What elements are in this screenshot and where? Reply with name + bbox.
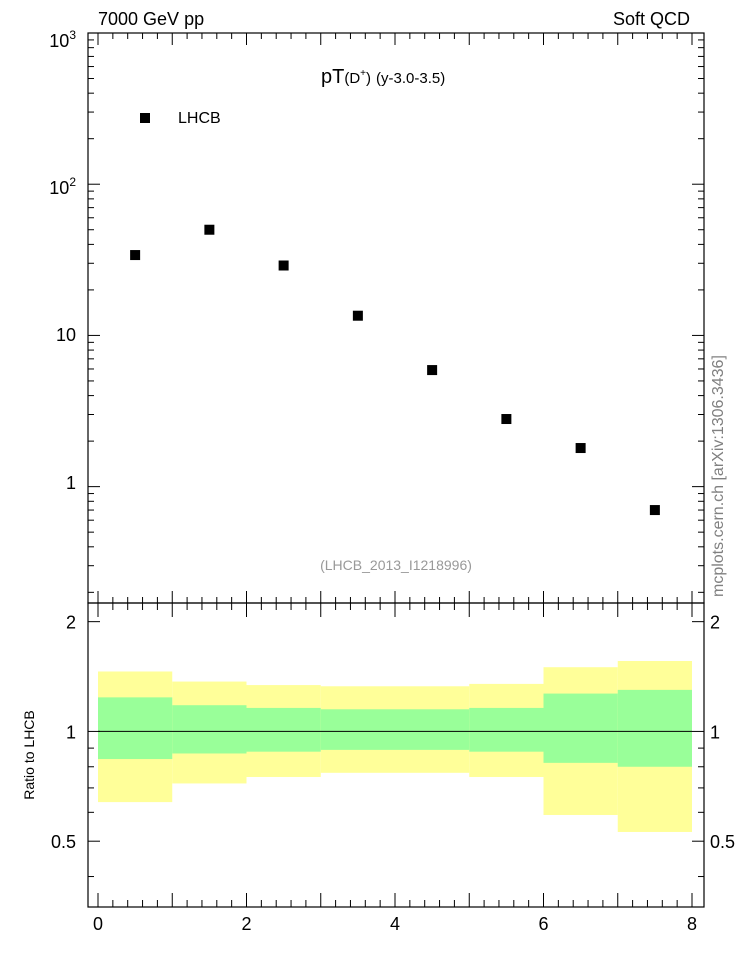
inner-band-bin xyxy=(246,707,321,752)
top-data-points xyxy=(130,224,660,516)
header-category-label: Soft QCD xyxy=(613,9,690,29)
inner-band-bin xyxy=(320,709,395,750)
ratio-ytick-label: 2 xyxy=(66,613,76,633)
xtick-label: 4 xyxy=(390,914,400,934)
top-ytick-labels: 103 102 10 1 xyxy=(49,28,76,493)
data-point xyxy=(649,505,660,516)
header-energy-label: 7000 GeV pp xyxy=(98,9,204,29)
ytick-label-1: 1 xyxy=(66,473,76,493)
chart-title-particle: (D xyxy=(344,70,360,87)
ratio-ytick-label-right: 1 xyxy=(710,722,720,742)
chart-title-sup: + xyxy=(360,68,366,79)
ytick-label-1000-exp: 3 xyxy=(69,28,76,42)
bottom-axis-labels: 0 2 4 6 8 2 2 1 1 0.5 0.5 xyxy=(51,613,735,934)
ytick-label-10: 10 xyxy=(56,325,76,345)
data-point xyxy=(427,365,438,376)
ratio-ylabel: Ratio to LHCB xyxy=(21,710,37,799)
side-source-label: mcplots.cern.ch [arXiv:1306.3436] xyxy=(710,355,727,597)
analysis-watermark: (LHCB_2013_I1218996) xyxy=(320,557,472,573)
bottom-panel: 0 2 4 6 8 2 2 1 1 0.5 0.5 Ratio to LHCB xyxy=(21,602,735,934)
ytick-label-100-base: 10 xyxy=(49,178,69,198)
data-point xyxy=(204,224,215,235)
ytick-label-100-exp: 2 xyxy=(69,175,76,189)
inner-band-bin xyxy=(172,705,247,754)
ytick-label-1000: 103 xyxy=(49,28,76,51)
inner-band-bin xyxy=(543,693,618,763)
inner-band-bin xyxy=(469,707,544,752)
data-point xyxy=(501,414,512,425)
ratio-ytick-label: 1 xyxy=(66,722,76,742)
data-point xyxy=(130,250,141,261)
inner-band-bin xyxy=(395,709,470,750)
legend-marker xyxy=(140,113,150,123)
ratio-ytick-label-right: 2 xyxy=(710,613,720,633)
top-panel: 103 102 10 1 pT(D+) (y-3.0-3.5) LHCB (LHC… xyxy=(49,28,705,604)
chart-title-close: ) xyxy=(366,70,371,87)
inner-band-bin xyxy=(98,697,173,760)
ratio-ytick-label: 0.5 xyxy=(51,832,76,852)
chart-title: pT(D+) (y-3.0-3.5) xyxy=(321,66,445,88)
inner-band-bin xyxy=(617,689,692,767)
data-point xyxy=(278,260,289,271)
data-point xyxy=(575,443,586,454)
xtick-label: 8 xyxy=(687,914,697,934)
bottom-panel-frame xyxy=(87,602,705,908)
data-point xyxy=(352,310,363,321)
chart-title-rest: (y-3.0-3.5) xyxy=(376,70,445,87)
ytick-label-1000-base: 10 xyxy=(49,31,69,51)
top-axis-ticks xyxy=(88,32,704,603)
bottom-axis-ticks xyxy=(88,603,704,907)
ratio-ytick-label-right: 0.5 xyxy=(710,832,735,852)
legend-label: LHCB xyxy=(178,110,221,127)
xtick-label: 0 xyxy=(93,914,103,934)
xtick-label: 2 xyxy=(241,914,251,934)
chart-title-main: pT xyxy=(321,66,344,88)
ytick-label-100: 102 xyxy=(49,175,76,198)
ratio-bands xyxy=(98,661,692,832)
xtick-label: 6 xyxy=(538,914,548,934)
